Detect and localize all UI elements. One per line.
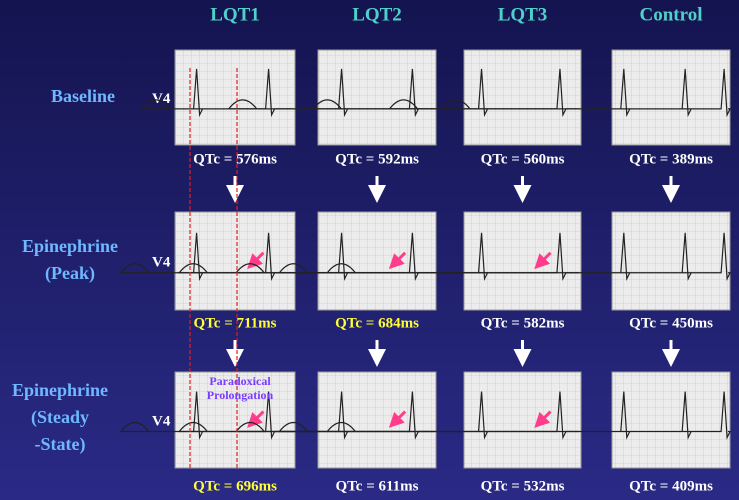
qtc-label: QTc = 409ms bbox=[629, 478, 713, 494]
qtc-label: QTc = 450ms bbox=[629, 315, 713, 331]
qtc-label: QTc = 592ms bbox=[335, 151, 419, 167]
row-label: Baseline bbox=[51, 86, 115, 106]
qtc-label: QTc = 582ms bbox=[481, 315, 565, 331]
qtc-label: QTc = 711ms bbox=[193, 315, 276, 331]
column-header: Control bbox=[640, 4, 703, 25]
lead-label: V4 bbox=[152, 413, 171, 429]
annotation: Prolongation bbox=[207, 388, 274, 402]
row-label: Epinephrine bbox=[22, 236, 118, 256]
qtc-label: QTc = 560ms bbox=[481, 151, 565, 167]
qtc-label: QTc = 684ms bbox=[335, 315, 419, 331]
ecg-strip bbox=[318, 372, 436, 468]
ecg-strip bbox=[612, 50, 730, 145]
ecg-strip bbox=[318, 212, 436, 310]
row-label: Epinephrine bbox=[12, 380, 108, 400]
qtc-label: QTc = 696ms bbox=[193, 478, 277, 494]
qtc-label: QTc = 532ms bbox=[481, 478, 565, 494]
ecg-strip bbox=[318, 50, 436, 145]
qtc-label: QTc = 389ms bbox=[629, 151, 713, 167]
ecg-strip bbox=[464, 50, 581, 145]
row-label: -State) bbox=[35, 434, 86, 455]
ecg-strip bbox=[612, 372, 730, 468]
column-header: LQT3 bbox=[498, 4, 548, 25]
column-header: LQT1 bbox=[210, 4, 260, 25]
lead-label: V4 bbox=[152, 254, 171, 270]
ecg-strip bbox=[175, 212, 295, 310]
slide: LQT1 LQT2 LQT3 Control Baseline V4 QTc = 576ms… bbox=[0, 0, 739, 500]
annotation: Paradoxical bbox=[209, 374, 271, 388]
lead-label: V4 bbox=[152, 91, 171, 107]
qtc-label: QTc = 611ms bbox=[335, 478, 418, 494]
qtc-label: QTc = 576ms bbox=[193, 151, 277, 167]
ecg-strip bbox=[464, 372, 581, 468]
ecg-strip bbox=[612, 212, 730, 310]
row-label: (Peak) bbox=[45, 263, 95, 284]
row-label: (Steady bbox=[31, 407, 89, 428]
ecg-strip bbox=[464, 212, 581, 310]
column-header: LQT2 bbox=[352, 4, 402, 25]
ecg-strip bbox=[175, 50, 295, 145]
